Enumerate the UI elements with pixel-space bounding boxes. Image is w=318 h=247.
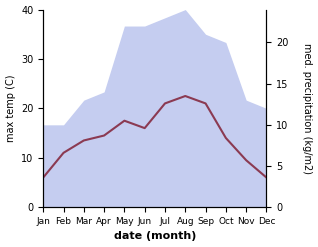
Y-axis label: med. precipitation (kg/m2): med. precipitation (kg/m2) [302, 43, 313, 174]
X-axis label: date (month): date (month) [114, 231, 196, 242]
Y-axis label: max temp (C): max temp (C) [5, 75, 16, 142]
